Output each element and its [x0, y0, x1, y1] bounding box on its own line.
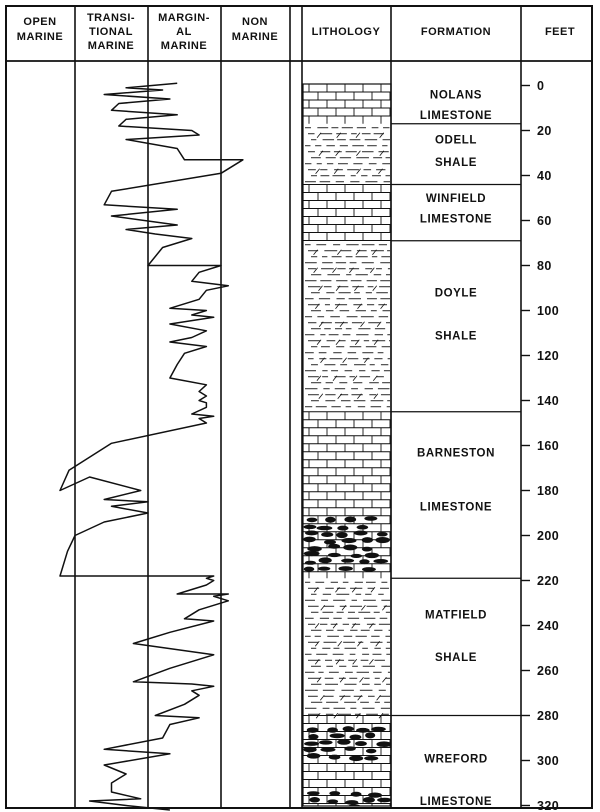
feet-tick-label: 200: [537, 529, 559, 543]
limestone-lithology-unit: [303, 184, 391, 241]
header-open-marine-line1: OPEN: [23, 16, 56, 28]
feet-tick-label: 120: [537, 349, 559, 363]
chert-nodule-zone: [306, 791, 391, 806]
outer-frame: [5, 5, 593, 809]
feet-tick-label: 80: [537, 259, 552, 273]
header-non-marine-line1: NON: [242, 16, 268, 28]
formation-label: LIMESTONE: [420, 110, 492, 122]
header-transitional-line1: TRANSI-: [87, 12, 135, 24]
shale-lithology-unit: [305, 581, 390, 719]
header-lithology: LITHOLOGY: [312, 26, 381, 38]
feet-tick-label: 0: [537, 79, 544, 93]
formation-label: LIMESTONE: [420, 501, 492, 513]
limestone-lithology-unit: [303, 84, 391, 124]
formation-label: SHALE: [435, 157, 477, 169]
formation-label: LIMESTONE: [420, 796, 492, 808]
chert-nodule-zone: [303, 726, 391, 762]
formation-label: NOLANS: [430, 90, 482, 102]
header-feet: FEET: [545, 26, 575, 38]
feet-tick-label: 140: [537, 394, 559, 408]
feet-tick-label: 220: [537, 574, 559, 588]
shale-lithology-unit: [305, 127, 390, 183]
header-non-marine-line2: MARINE: [232, 31, 278, 43]
formation-label: DOYLE: [435, 288, 478, 300]
column-dividers: [74, 6, 522, 808]
environment-curve-group: [59, 82, 244, 811]
chert-nodule-zone: [303, 516, 390, 572]
formation-column: NOLANS LIMESTONE ODELL SHALE WINFIELD LIMESTO…: [391, 90, 521, 808]
feet-tick-label: 100: [537, 304, 559, 318]
header-open-marine-line2: MARINE: [17, 31, 63, 43]
depositional-environment-curve: [59, 82, 244, 811]
feet-tick-label: 260: [537, 664, 559, 678]
formation-label: MATFIELD: [425, 609, 487, 621]
formation-label: BARNESTON: [417, 447, 495, 459]
feet-tick-label: 40: [537, 169, 552, 183]
header-marginal-line1: MARGIN-: [158, 12, 210, 24]
feet-tick-label: 180: [537, 484, 559, 498]
formation-label: WINFIELD: [426, 193, 486, 205]
feet-tick-label: 320: [537, 799, 559, 812]
header-transitional-line3: MARINE: [88, 40, 134, 52]
feet-tick-label: 240: [537, 619, 559, 633]
header-marginal-line2: AL: [176, 26, 192, 38]
header-transitional-line2: TIONAL: [89, 26, 133, 38]
feet-tick-label: 160: [537, 439, 559, 453]
formation-label: LIMESTONE: [420, 213, 492, 225]
formation-label: SHALE: [435, 652, 477, 664]
formation-label: ODELL: [435, 135, 477, 147]
lithology-column: [303, 84, 391, 806]
formation-label: SHALE: [435, 330, 477, 342]
feet-tick-label: 60: [537, 214, 552, 228]
header-formation: FORMATION: [421, 26, 491, 38]
feet-tick-label: 20: [537, 124, 552, 138]
lithology-column-border: [302, 83, 392, 807]
feet-tick-label: 280: [537, 709, 559, 723]
feet-scale: 0 20 40 60 80 100 120 140 160 180 200 220 240 260 280 3…: [521, 79, 559, 812]
formation-label: WREFORD: [424, 753, 488, 765]
header-marginal-line3: MARINE: [161, 40, 207, 52]
column-headers: OPEN MARINE TRANSI- TIONAL MARINE MARGIN…: [17, 12, 575, 52]
shale-lithology-unit: [305, 244, 390, 408]
feet-tick-label: 300: [537, 754, 559, 768]
